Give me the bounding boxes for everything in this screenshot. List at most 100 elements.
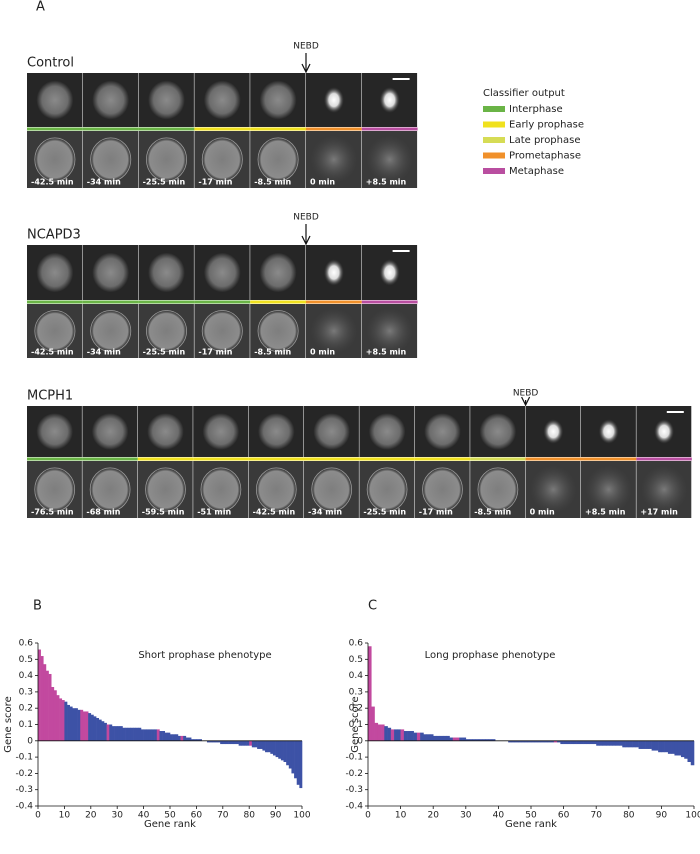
bar — [199, 739, 202, 741]
bar — [387, 727, 392, 741]
y-tick-label: 0.1 — [19, 720, 33, 730]
bar — [212, 740, 216, 743]
time-label: -42.5 min — [31, 178, 74, 187]
bar — [407, 731, 411, 741]
nucleus — [92, 252, 130, 293]
bar — [59, 698, 63, 741]
bar — [196, 739, 200, 741]
bar — [69, 706, 73, 741]
bar — [684, 740, 688, 759]
bar — [162, 731, 166, 741]
time-label: -34 min — [87, 178, 121, 187]
bar — [88, 713, 92, 741]
phase-strip — [470, 457, 526, 461]
bar — [90, 714, 94, 741]
bar — [109, 724, 113, 741]
x-tick-label: 0 — [35, 811, 41, 821]
bar — [550, 740, 555, 743]
row-name: Control — [27, 56, 74, 71]
bar — [377, 724, 382, 741]
nebd-label: NEBD — [513, 389, 539, 399]
bar — [133, 727, 136, 741]
bar — [288, 740, 292, 769]
nucleus — [479, 413, 517, 450]
time-label: +8.5 min — [366, 178, 407, 187]
bar — [534, 740, 538, 743]
bar — [254, 740, 258, 748]
nucleus — [91, 413, 129, 450]
bar — [563, 740, 568, 745]
bar — [296, 740, 300, 785]
bar — [371, 706, 375, 741]
bar — [170, 734, 173, 741]
bar — [220, 740, 224, 745]
chart-title: Short prophase phenotype — [138, 650, 271, 661]
time-label: 0 min — [310, 178, 335, 187]
bar — [654, 740, 659, 751]
bar — [177, 735, 181, 741]
bar — [82, 711, 86, 741]
y-tick-label: -0.2 — [345, 769, 363, 779]
bar — [420, 732, 424, 741]
bar — [491, 739, 496, 741]
y-tick-label: 0.5 — [349, 655, 363, 665]
bar — [557, 740, 561, 743]
x-tick-label: 90 — [270, 811, 282, 821]
time-label: -8.5 min — [254, 348, 291, 357]
bar — [488, 739, 493, 741]
bar — [599, 740, 604, 746]
bar — [508, 740, 512, 743]
cell — [146, 137, 187, 182]
nucleus — [368, 413, 406, 450]
bar — [61, 700, 65, 741]
bar — [114, 726, 118, 741]
bar — [671, 740, 675, 754]
bar — [262, 740, 266, 751]
bar — [185, 737, 189, 741]
bar — [125, 727, 129, 741]
phase-strip — [138, 127, 195, 131]
x-tick-label: 20 — [427, 811, 439, 821]
bar — [439, 735, 444, 741]
chromosomes — [379, 259, 400, 286]
bar — [674, 740, 678, 756]
bar — [381, 724, 385, 741]
cell — [257, 310, 299, 352]
time-label: -59.5 min — [142, 508, 185, 517]
y-tick-label: -0.4 — [15, 802, 33, 812]
bar — [230, 740, 234, 745]
x-tick-label: 80 — [243, 811, 255, 821]
bar — [294, 740, 298, 779]
bar — [299, 740, 303, 789]
x-tick-label: 50 — [525, 811, 537, 821]
bar — [638, 740, 643, 749]
cell — [90, 137, 132, 182]
bar — [222, 740, 226, 745]
bar — [180, 735, 184, 741]
bar — [390, 729, 395, 741]
phase-strip — [636, 457, 692, 461]
bar — [188, 737, 192, 741]
x-tick-label: 30 — [460, 811, 472, 821]
bar — [586, 740, 590, 745]
y-tick-label: -0.1 — [15, 753, 33, 763]
legend-swatch — [483, 106, 505, 112]
bar — [589, 740, 594, 745]
bar — [74, 708, 78, 741]
time-label: +8.5 min — [585, 508, 626, 517]
x-tick-label: 40 — [493, 811, 505, 821]
y-tick-label: 0.1 — [349, 720, 363, 730]
bar — [403, 731, 408, 741]
bar — [283, 740, 287, 762]
x-tick-label: 20 — [85, 811, 97, 821]
time-label: -17 min — [419, 508, 453, 517]
bar — [72, 708, 76, 741]
bar — [469, 739, 473, 741]
nucleus — [259, 80, 297, 120]
bar — [286, 740, 290, 766]
panel-label: C — [368, 599, 377, 614]
x-tick-label: 40 — [138, 811, 150, 821]
bar — [416, 732, 421, 741]
legend-swatch — [483, 121, 505, 128]
chromosomes — [323, 87, 344, 113]
